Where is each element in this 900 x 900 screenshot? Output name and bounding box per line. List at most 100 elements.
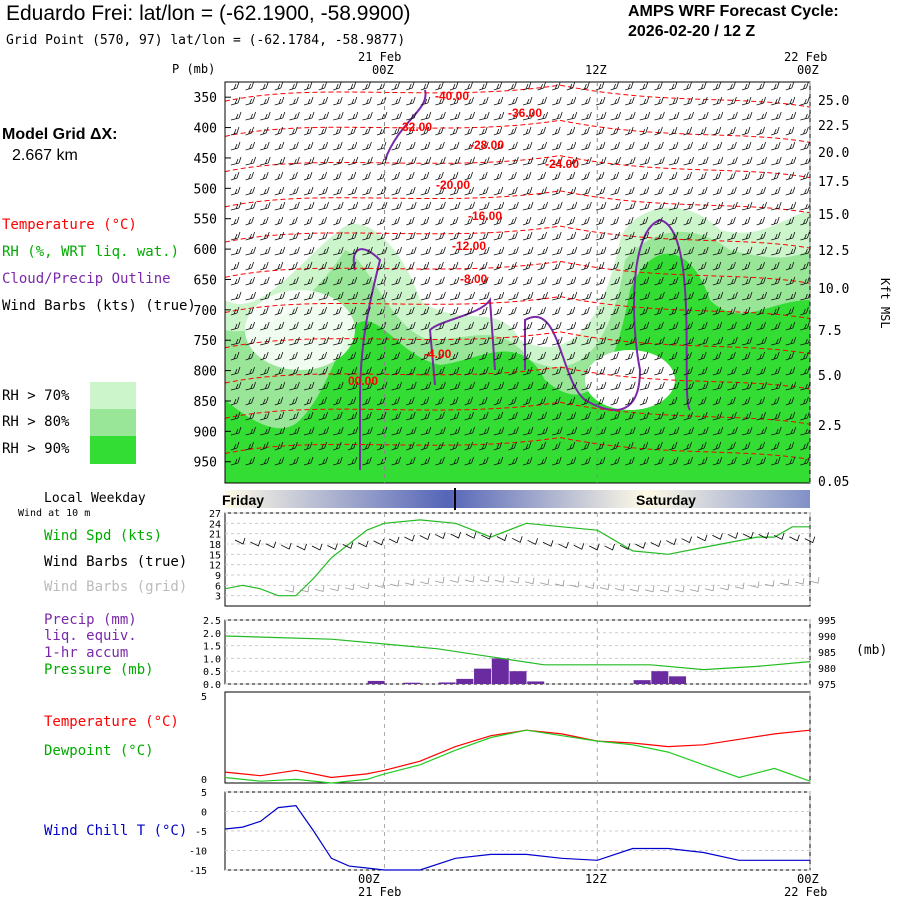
wind-barb <box>435 396 444 406</box>
wind-barb <box>639 186 650 196</box>
wind-barb <box>610 306 619 316</box>
wind-barb <box>245 306 254 316</box>
wind-barb <box>318 126 327 136</box>
wind-barb <box>435 456 445 466</box>
grid-wind-barb <box>614 584 625 592</box>
wind-barb <box>625 456 635 466</box>
wind-barb <box>756 96 766 106</box>
wind-barb <box>581 246 592 256</box>
wind-barb <box>391 156 402 166</box>
wind-barb <box>347 186 358 196</box>
wind-barb <box>435 246 446 256</box>
wind-barb <box>668 306 678 316</box>
wind-barb <box>303 96 314 106</box>
pressure-tick-label: 350 <box>194 91 217 106</box>
wind-barb <box>449 441 459 451</box>
wind-barb <box>289 336 300 346</box>
wind-barb <box>508 291 519 301</box>
legend-liq-equiv: liq. equiv. <box>44 628 137 644</box>
wind-barb <box>435 171 444 181</box>
wind-barb <box>581 216 590 226</box>
wind-barb <box>420 156 432 166</box>
surface-wind-barb <box>450 531 461 539</box>
wind-barb <box>785 186 796 196</box>
wind-barb <box>406 366 416 376</box>
wind-barb <box>435 156 446 166</box>
wind-barb <box>376 291 388 301</box>
grid-wind-barb <box>494 576 505 583</box>
wind-barb <box>639 171 649 181</box>
wind-barb <box>771 291 782 301</box>
bottom-hour-1: 00Z <box>358 872 380 886</box>
wind-barb <box>362 111 373 121</box>
top-hour-2: 12Z <box>585 63 607 77</box>
wind-barb <box>668 321 679 331</box>
wind-barb <box>230 351 240 361</box>
wind-barb <box>493 441 503 451</box>
wind-barb <box>639 396 649 406</box>
legend-rh90: RH > 90% <box>2 441 70 457</box>
wind-barb <box>595 246 607 256</box>
pressure-tick-label: 650 <box>194 273 217 288</box>
wind-barb <box>420 261 430 271</box>
wind-barb <box>347 111 359 121</box>
wind-barb <box>464 216 473 226</box>
wind-barb <box>698 276 708 286</box>
height-tick-label: 25.0 <box>818 94 849 109</box>
wind-barb <box>493 351 503 361</box>
wind-barb <box>493 411 504 421</box>
wind-barb <box>771 186 781 196</box>
wind-barb <box>756 366 766 376</box>
wind-barb <box>741 96 752 106</box>
wind-barb <box>639 111 651 121</box>
wind-barb <box>508 396 517 406</box>
wind-barb <box>595 321 606 331</box>
wind-barb <box>318 306 327 316</box>
wind-barb <box>274 276 285 286</box>
bottom-date-3: 22 Feb <box>784 885 828 899</box>
wind-barb <box>449 126 459 136</box>
wind-barb <box>771 201 782 211</box>
wind-barb <box>610 396 619 406</box>
temperature-contour <box>224 155 811 179</box>
wind-barb <box>464 141 474 151</box>
height-tick-label: 17.5 <box>818 175 849 190</box>
wind-barb <box>552 276 562 286</box>
wind-barb <box>727 201 738 211</box>
wind-barb <box>435 81 444 91</box>
wind-barb <box>800 171 809 181</box>
wind-barb <box>376 411 387 421</box>
wind-barb <box>508 336 519 346</box>
wind-barb <box>727 426 738 436</box>
wind-barb <box>654 261 663 271</box>
wind-barb <box>406 96 416 106</box>
wind-barb <box>595 201 607 211</box>
temperature-contour <box>224 296 811 320</box>
windchill-tick-label: -10 <box>189 847 207 858</box>
wind-barb <box>420 231 431 241</box>
wind-barb <box>756 201 767 211</box>
wind-barb <box>552 111 563 121</box>
wind-barb <box>771 381 782 391</box>
wind-barb <box>537 351 546 361</box>
wind-barb <box>347 441 357 451</box>
wind-barb <box>552 411 562 421</box>
wind-barb <box>260 231 270 241</box>
model-grid-label: Model Grid ΔX: <box>2 126 118 143</box>
legend-rh70: RH > 70% <box>2 388 70 404</box>
precip-bar <box>367 680 385 684</box>
wind-barb <box>362 411 372 421</box>
wind-barb <box>698 96 708 106</box>
wind-barb <box>727 276 737 286</box>
legend-wind-barbs-true: Wind Barbs (true) <box>44 554 188 570</box>
wind-barb <box>318 366 328 376</box>
wind-barb <box>260 141 270 151</box>
wind-barb <box>552 306 561 316</box>
wind-barb <box>552 456 562 466</box>
wind-barb <box>289 216 298 226</box>
wind-barb <box>230 231 241 241</box>
temperature-label: -32.00 <box>398 120 432 134</box>
wind-barb <box>698 81 707 91</box>
wind-barb <box>318 396 327 406</box>
surface-wind-barb <box>465 532 477 539</box>
